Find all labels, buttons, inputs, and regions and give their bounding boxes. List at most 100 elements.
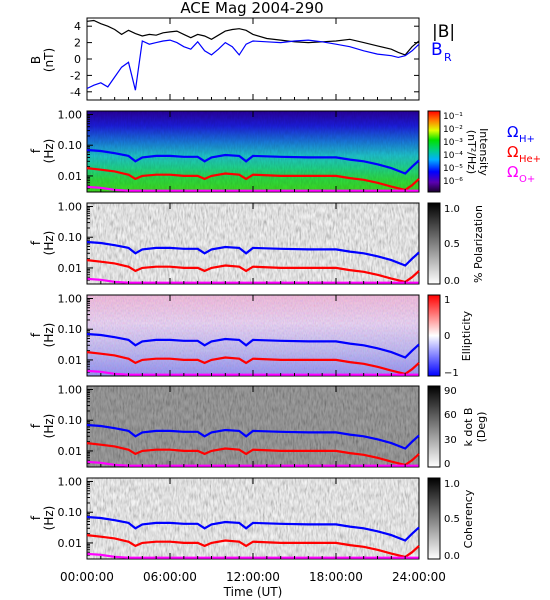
intensity-colorbar [427, 110, 441, 193]
gyro-line-h-plus [86, 332, 420, 359]
series-line-b-r [86, 39, 420, 91]
legend-b-total: |B| [432, 22, 455, 42]
x-axis-label: Time (UT) [223, 585, 283, 599]
spectrogram-axes: f (Hz)1.000.100.01f (Hz)1.000.100.01f (Hz)1… [29, 109, 93, 560]
gyro-line-he-plus [86, 167, 420, 192]
spec-y-tick-label: 1.00 [58, 201, 83, 214]
x-tick-label: 18:00:00 [309, 570, 363, 584]
field-y-tick-label: 2 [74, 37, 81, 50]
legend-omega-o: Ω [507, 163, 518, 181]
spec-yunit: (Hz) [42, 323, 56, 348]
panel-intensity: 10⁻¹ 10⁻² 10⁻³ 10⁻⁴ 10⁻⁵ 10⁻⁶ Intensity … [86, 110, 541, 193]
ellipticity-cb-tick: 0 [444, 331, 450, 342]
spec-y-tick-label: 0.01 [58, 445, 83, 458]
legend-b-r: B [431, 40, 443, 60]
gyro-line-h-plus [86, 423, 420, 450]
intensity-cb-unit: (nT²/Hz) [465, 130, 478, 174]
intensity-cb-tick: 10⁻⁶ [443, 177, 463, 187]
gyro-legend: Ω H+ Ω He+ Ω O+ [507, 123, 541, 185]
legend-o-plus: O+ [519, 174, 535, 185]
x-tick-label: 00:00:00 [60, 570, 114, 584]
spec-y-tick-label: 1.00 [58, 109, 83, 122]
spec-y-tick-label: 0.10 [58, 414, 83, 427]
coherency-cb-tick: 0.5 [444, 514, 460, 525]
ellipticity-colorbar [427, 294, 441, 377]
gyro-line-h-plus [86, 148, 420, 175]
coherency-cb-tick: 1.0 [444, 479, 460, 490]
panel-field: 4 2 0 -2 -4 B (nT) |B| B R [29, 17, 455, 101]
spec-y-tick-label: 0.10 [58, 506, 83, 519]
figure-title: ACE Mag 2004-290 [180, 0, 323, 17]
field-ylabel: B [29, 56, 43, 64]
intensity-cb-tick: 10⁻² [443, 125, 463, 135]
spec-ylabel: f [29, 240, 43, 245]
legend-h-plus: H+ [519, 134, 535, 145]
spec-y-tick-label: 1.00 [58, 293, 83, 306]
field-y-tick-label: 0 [74, 53, 81, 66]
panel-kdotb: 90 60 30 0 k dot B (Deg) [86, 385, 488, 470]
spec-ylabel: f [29, 332, 43, 337]
coherency-cb-tick: 0.0 [444, 551, 460, 562]
legend-omega-he: Ω [507, 143, 518, 161]
spec-y-tick-label: 1.00 [58, 476, 83, 489]
ellipticity-cb-tick: −1 [444, 368, 459, 379]
x-tick-label: 06:00:00 [143, 570, 197, 584]
spec-y-tick-label: 0.01 [58, 170, 83, 183]
kdotb-cb-tick: 0 [444, 459, 450, 470]
gyro-line-h-plus [86, 240, 420, 267]
spec-y-tick-label: 0.01 [58, 262, 83, 275]
polarization-cb-tick: 0.5 [444, 239, 460, 250]
polarization-spectrogram [87, 203, 419, 284]
kdotb-cb-unit: (Deg) [475, 412, 488, 443]
intensity-cb-tick: 10⁻¹ [443, 112, 463, 122]
kdotb-colorbar [427, 385, 441, 468]
panel-field-frame [86, 17, 420, 101]
spec-y-tick-label: 0.01 [58, 537, 83, 550]
series-line-b-total [86, 19, 420, 56]
kdotb-cb-tick: 60 [444, 410, 457, 421]
field-y-tick-label: 4 [74, 20, 81, 33]
spec-yunit: (Hz) [42, 414, 56, 439]
field-yunit: (nT) [42, 48, 56, 72]
field-y-tick-label: -4 [70, 86, 81, 99]
spec-ylabel: f [29, 515, 43, 520]
spec-y-tick-label: 1.00 [58, 384, 83, 397]
intensity-colorbar-ticks: 10⁻¹ 10⁻² 10⁻³ 10⁻⁴ 10⁻⁵ 10⁻⁶ [443, 112, 463, 187]
kdotb-cb-tick: 30 [444, 435, 457, 446]
polarization-cb-tick: 0.0 [444, 276, 460, 287]
spec-yunit: (Hz) [42, 139, 56, 164]
x-tick-label: 24:00:00 [392, 570, 446, 584]
field-y-tick-label: -2 [70, 69, 81, 82]
coherency-colorbar [427, 477, 441, 560]
panel-ellipticity: 1 0 −1 Ellipticity [86, 294, 473, 379]
legend-omega-h: Ω [507, 123, 518, 141]
gyro-line-h-plus [86, 515, 420, 542]
kdotb-spectrogram [87, 386, 419, 467]
coherency-cb-label: Coherency [462, 489, 475, 548]
spec-ylabel: f [29, 148, 43, 153]
gyro-line-he-plus [86, 534, 420, 559]
field-series [86, 19, 420, 91]
ellipticity-cb-label: Ellipticity [460, 310, 473, 361]
intensity-texture [87, 111, 419, 192]
spec-yunit: (Hz) [42, 231, 56, 256]
polarization-colorbar [427, 202, 441, 285]
gyro-line-he-plus [86, 259, 420, 284]
gyro-line-he-plus [86, 351, 420, 376]
spec-yunit: (Hz) [42, 506, 56, 531]
x-tick-label: 12:00:00 [226, 570, 280, 584]
polarization-cb-label: % Polarization [472, 205, 485, 283]
panel-polarization: 1.0 0.5 0.0 % Polarization [86, 202, 485, 287]
intensity-cb-tick: 10⁻⁵ [443, 164, 463, 174]
ellipticity-texture [87, 295, 419, 376]
intensity-cb-tick: 10⁻³ [443, 138, 463, 148]
spec-y-tick-label: 0.01 [58, 354, 83, 367]
ellipticity-cb-tick: 1 [444, 295, 450, 306]
spec-y-tick-label: 0.10 [58, 139, 83, 152]
legend-b-r-sub: R [444, 51, 452, 64]
field-y-ticks: 4 2 0 -2 -4 [70, 20, 419, 99]
intensity-cb-tick: 10⁻⁴ [443, 151, 463, 161]
spec-y-tick-label: 0.10 [58, 231, 83, 244]
legend-he-plus: He+ [519, 154, 541, 165]
